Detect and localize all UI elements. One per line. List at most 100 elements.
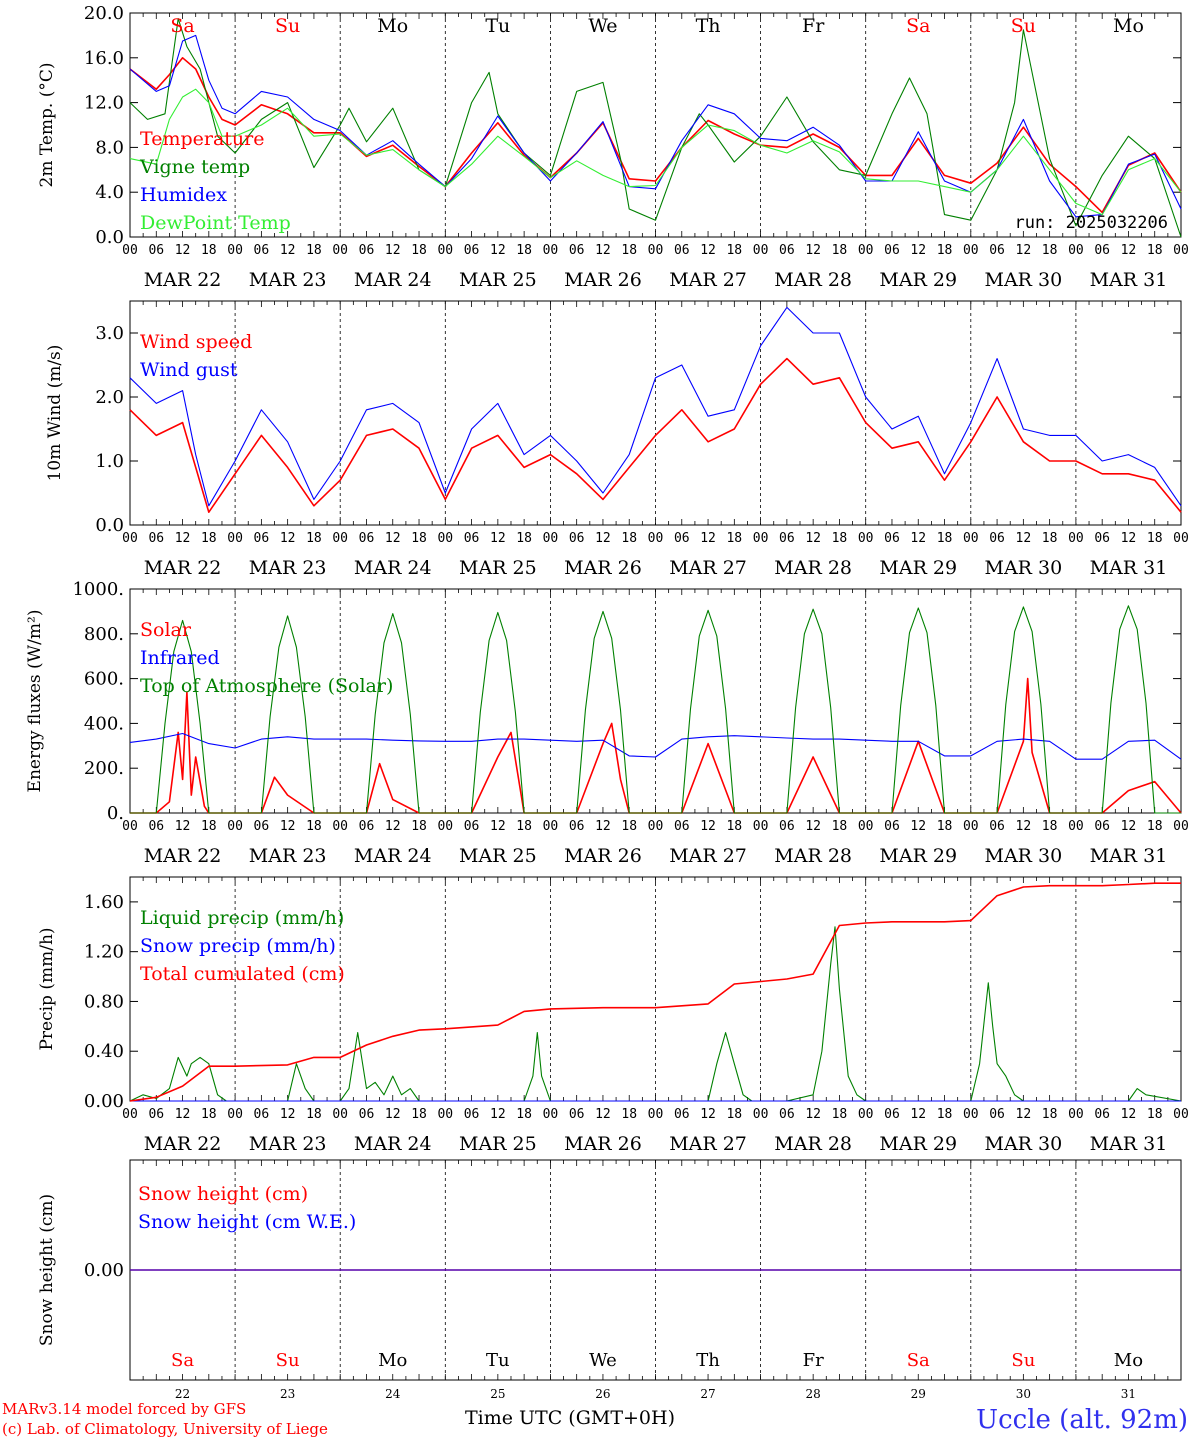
axis-ticks: 0. 200. 400. 600. 800. 1000. 00 06 12 18 00 06 12 18 0…	[72, 579, 1188, 867]
hour-tick-label: 00	[1068, 1107, 1084, 1122]
day-abbr-label: Sa	[906, 15, 930, 37]
hour-tick-label: 00	[437, 243, 453, 258]
hour-tick-label: 12	[1121, 819, 1137, 834]
hour-tick-label: 18	[621, 243, 637, 258]
day-abbr-label: Tu	[485, 15, 510, 37]
series-line-wind-speed	[129, 357, 1182, 514]
hour-tick-label: 06	[884, 243, 900, 258]
hour-tick-label: 12	[1016, 531, 1032, 546]
series-line-solar	[130, 677, 1182, 814]
hour-tick-label: 00	[437, 531, 453, 546]
legend-total-cumulated: Total cumulated (cm)	[140, 963, 345, 985]
y-tick-label: 0.40	[84, 1041, 124, 1062]
hour-tick-label: 12	[595, 531, 611, 546]
date-label: MAR 25	[459, 557, 537, 579]
date-label: MAR 24	[354, 1133, 432, 1155]
date-label: MAR 22	[144, 269, 222, 291]
hour-tick-label: 18	[726, 1107, 742, 1122]
hour-tick-label: 06	[989, 819, 1005, 834]
legend: Snow height (cm) Snow height (cm W.E.)	[138, 1183, 356, 1233]
legend-humidex: Humidex	[140, 184, 227, 206]
day-abbr-label: Fr	[802, 15, 825, 37]
hour-tick-label: 00	[648, 1107, 664, 1122]
date-label: MAR 29	[879, 845, 957, 867]
hour-tick-label: 00	[122, 243, 138, 258]
day-number-label: 26	[595, 1387, 610, 1401]
hour-tick-label: 12	[175, 1107, 191, 1122]
hour-tick-label: 12	[490, 531, 506, 546]
station-label: Uccle (alt. 92m)	[976, 1405, 1188, 1435]
hour-tick-label: 18	[306, 819, 322, 834]
y-tick-label: 0.	[107, 803, 124, 824]
day-abbr-label: Th	[696, 15, 721, 37]
hour-tick-label: 06	[359, 1107, 375, 1122]
panel-precip: 0.00 0.40 0.80 1.20 1.60 00 06 12 18 00 06 12 18 00 06…	[37, 876, 1189, 1155]
date-label: MAR 28	[774, 1133, 852, 1155]
day-abbr-label: Su	[275, 15, 300, 37]
hour-tick-label: 00	[1173, 819, 1189, 834]
legend-temperature: Temperature	[140, 128, 264, 150]
series-lines	[129, 18, 1182, 238]
hour-tick-label: 06	[569, 819, 585, 834]
hour-tick-label: 12	[490, 243, 506, 258]
hour-tick-label: 12	[280, 243, 296, 258]
y-tick-label: 1.20	[84, 942, 124, 963]
hour-tick-label: 18	[726, 531, 742, 546]
hour-tick-label: 18	[411, 1107, 427, 1122]
hour-tick-label: 18	[726, 243, 742, 258]
series-line-total-cumulated-cm-	[129, 882, 1181, 1102]
date-label: MAR 30	[984, 269, 1062, 291]
series-lines	[129, 605, 1182, 814]
hour-tick-label: 18	[201, 1107, 217, 1122]
day-number-label: 30	[1016, 1387, 1031, 1401]
hour-tick-label: 00	[437, 819, 453, 834]
hour-tick-label: 06	[884, 819, 900, 834]
hour-tick-label: 18	[621, 1107, 637, 1122]
panel-snow: 0.00 Snow height (cm) Snow height (cm) S…	[37, 1159, 1182, 1401]
hour-tick-label: 18	[937, 531, 953, 546]
hour-tick-label: 18	[201, 243, 217, 258]
day-number-label: 27	[700, 1387, 715, 1401]
hour-tick-label: 00	[122, 531, 138, 546]
legend-snow-height-we: Snow height (cm W.E.)	[138, 1211, 356, 1233]
hour-tick-label: 18	[726, 819, 742, 834]
hour-tick-label: 06	[1094, 243, 1110, 258]
hour-tick-label: 18	[516, 819, 532, 834]
hour-tick-label: 12	[1121, 1107, 1137, 1122]
hour-tick-label: 00	[858, 1107, 874, 1122]
hour-tick-label: 06	[148, 531, 164, 546]
date-label: MAR 27	[669, 1133, 747, 1155]
hour-tick-label: 12	[280, 1107, 296, 1122]
hour-tick-label: 06	[569, 1107, 585, 1122]
hour-tick-label: 12	[700, 531, 716, 546]
hour-tick-label: 18	[1147, 819, 1163, 834]
hour-tick-label: 06	[884, 1107, 900, 1122]
y-tick-label: 16.0	[84, 48, 124, 69]
date-label: MAR 31	[1090, 557, 1168, 579]
hour-tick-label: 18	[832, 243, 848, 258]
hour-tick-label: 00	[1173, 243, 1189, 258]
hour-tick-label: 06	[989, 531, 1005, 546]
hour-tick-label: 18	[1042, 1107, 1058, 1122]
panel-frame	[129, 300, 1182, 526]
date-label: MAR 29	[879, 269, 957, 291]
hour-tick-label: 06	[674, 243, 690, 258]
day-abbr-label: Fr	[803, 1350, 824, 1371]
hour-tick-label: 18	[621, 531, 637, 546]
hour-tick-label: 00	[1068, 243, 1084, 258]
hour-tick-label: 00	[227, 819, 243, 834]
hour-tick-label: 12	[805, 1107, 821, 1122]
day-abbreviations: Sa Su Mo Tu We Th Fr Sa Su Mo	[171, 1350, 1143, 1371]
date-label: MAR 31	[1090, 845, 1168, 867]
day-abbr-label: Su	[1011, 1350, 1035, 1371]
y-axis-label: 2m Temp. (°C)	[37, 62, 57, 187]
day-number-label: 29	[911, 1387, 926, 1401]
hour-tick-label: 00	[1173, 531, 1189, 546]
hour-tick-label: 00	[648, 819, 664, 834]
hour-tick-label: 00	[332, 243, 348, 258]
hour-tick-label: 00	[753, 819, 769, 834]
date-label: MAR 25	[459, 845, 537, 867]
hour-tick-label: 06	[569, 531, 585, 546]
hour-tick-label: 12	[175, 531, 191, 546]
date-label: MAR 27	[669, 557, 747, 579]
